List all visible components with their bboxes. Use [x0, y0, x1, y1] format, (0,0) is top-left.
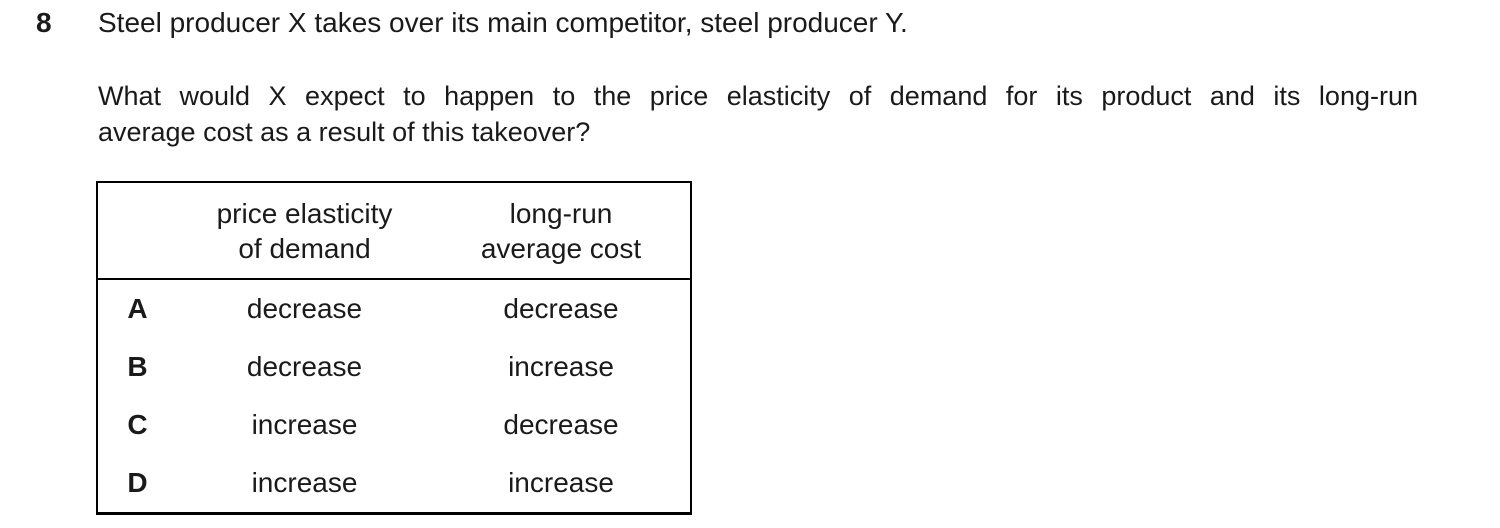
question-prompt: What would X expect to happen to the pri…	[98, 78, 1418, 150]
option-row-a: A decrease decrease	[97, 279, 691, 338]
option-row-b: B decrease increase	[97, 338, 691, 396]
option-d-long-run-average-cost: increase	[508, 467, 614, 498]
option-row-d: D increase increase	[97, 454, 691, 514]
header-row: price elasticity of demand long-run aver…	[97, 182, 691, 280]
option-letter-c: C	[127, 409, 148, 440]
question-stem: Steel producer X takes over its main com…	[98, 7, 908, 38]
option-letter-b: B	[127, 351, 148, 382]
option-b-price-elasticity: decrease	[246, 351, 363, 382]
option-b-long-run-average-cost: increase	[508, 351, 614, 382]
header-cell-price-elasticity: price elasticity of demand	[177, 182, 432, 280]
question-prompt-line-2: average cost as a result of this takeove…	[98, 117, 591, 147]
option-d-price-elasticity: increase	[251, 467, 358, 498]
question-block: 8 Steel producer X takes over its main c…	[36, 8, 1500, 150]
option-a-long-run-average-cost: decrease	[503, 293, 619, 324]
options-table-header: price elasticity of demand long-run aver…	[97, 182, 691, 280]
options-table: price elasticity of demand long-run aver…	[96, 181, 692, 515]
header-cell-empty	[97, 182, 177, 280]
question-number: 8	[36, 7, 52, 38]
option-letter-d: D	[127, 467, 148, 498]
option-letter-a: A	[127, 293, 148, 324]
header-cell-long-run-average-cost: long-run average cost	[432, 182, 691, 280]
option-c-long-run-average-cost: decrease	[503, 409, 619, 440]
question-text: Steel producer X takes over its main com…	[98, 8, 1418, 150]
options-table-body: A decrease decrease B decrease increase …	[97, 279, 691, 514]
option-c-price-elasticity: increase	[251, 409, 358, 440]
question-prompt-line-1: What would X expect to happen to the pri…	[98, 81, 1418, 111]
option-a-price-elasticity: decrease	[246, 293, 363, 324]
option-row-c: C increase decrease	[97, 396, 691, 454]
